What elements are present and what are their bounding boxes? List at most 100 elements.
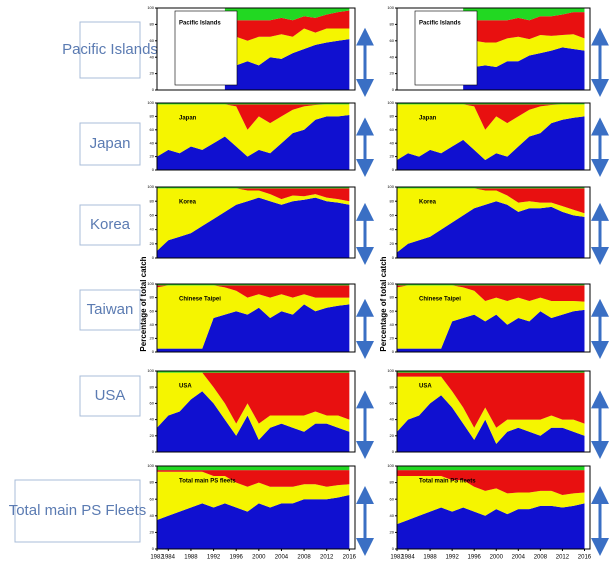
area: [157, 188, 350, 202]
area: [224, 28, 350, 66]
y-tick-label: 20: [390, 529, 395, 534]
y-tick-label: 20: [390, 71, 395, 76]
y-tick-label: 0: [392, 546, 395, 551]
y-tick-label: 100: [387, 368, 394, 373]
x-tick-label: 1984: [162, 555, 176, 561]
area: [397, 309, 585, 352]
x-tick-label: 1982: [390, 555, 404, 561]
x-tick-label: 2012: [556, 555, 570, 561]
y-tick-label: 0: [152, 255, 155, 260]
x-tick-label: 1992: [445, 555, 459, 561]
area: [157, 391, 350, 452]
y-tick-label: 100: [147, 184, 154, 189]
y-tick-label: 100: [147, 5, 154, 10]
area: [157, 197, 350, 258]
x-tick-label: 2016: [343, 555, 357, 561]
panel-title: Total main PS fleets: [179, 479, 236, 485]
area: [224, 10, 350, 41]
y-tick-label: 0: [152, 167, 155, 172]
area: [397, 372, 585, 428]
row-label-box: [14, 479, 141, 543]
x-tick-label: 1992: [207, 555, 221, 561]
y-tick-label: 80: [150, 295, 155, 300]
y-axis-label: Percentage of total catch: [139, 256, 148, 351]
plot-frame: [156, 465, 356, 550]
y-tick-label: 40: [390, 227, 395, 232]
area: [397, 503, 585, 549]
x-tick-label: 1996: [468, 555, 482, 561]
panel-title: Japan: [419, 116, 437, 122]
y-tick-label: 20: [150, 241, 155, 246]
area: [397, 188, 585, 214]
y-tick-label: 40: [150, 322, 155, 327]
y-tick-label: 100: [387, 100, 394, 105]
y-tick-label: 0: [392, 255, 395, 260]
y-tick-label: 100: [387, 281, 394, 286]
y-tick-label: 40: [390, 54, 395, 59]
plot-frame: [396, 370, 591, 453]
y-tick-label: 20: [390, 154, 395, 159]
row-label-box: [79, 375, 141, 417]
x-tick-label: 2008: [297, 555, 311, 561]
area: [157, 495, 350, 549]
area: [463, 8, 585, 21]
row-label: Japan: [90, 135, 131, 152]
panel-title: USA: [419, 384, 432, 390]
area: [157, 470, 350, 487]
area: [397, 188, 585, 253]
y-tick-label: 80: [150, 198, 155, 203]
panel-title: Japan: [179, 116, 197, 122]
row-label: Total main PS Fleets: [9, 502, 147, 519]
y-tick-label: 20: [150, 335, 155, 340]
area: [157, 466, 350, 471]
area: [157, 471, 350, 520]
panel-title: Pacific Islands: [419, 21, 461, 27]
area: [157, 304, 350, 352]
row-label-box: [79, 289, 141, 331]
y-tick-label: 60: [150, 496, 155, 501]
y-tick-label: 80: [150, 113, 155, 118]
row-label: Korea: [90, 216, 131, 233]
y-tick-label: 80: [150, 384, 155, 389]
panel-title: Korea: [179, 200, 197, 206]
panel-title: Korea: [419, 200, 437, 206]
x-tick-label: 2004: [512, 555, 526, 561]
y-tick-label: 0: [392, 449, 395, 454]
y-tick-label: 80: [390, 384, 395, 389]
y-axis-label: Percentage of total catch: [379, 256, 388, 351]
y-tick-label: 60: [150, 127, 155, 132]
x-tick-label: 2012: [320, 555, 334, 561]
y-tick-label: 80: [390, 198, 395, 203]
y-tick-label: 40: [150, 54, 155, 59]
plot-frame: [156, 7, 356, 91]
y-tick-label: 80: [150, 21, 155, 26]
area: [157, 285, 350, 349]
area: [157, 285, 350, 298]
panel-title: USA: [179, 384, 192, 390]
x-tick-label: 1988: [423, 555, 437, 561]
y-tick-label: 60: [150, 400, 155, 405]
area: [224, 8, 350, 21]
x-tick-label: 1984: [401, 555, 415, 561]
plot-frame: [396, 7, 591, 91]
y-tick-label: 100: [147, 368, 154, 373]
y-tick-label: 20: [150, 433, 155, 438]
area: [397, 201, 585, 258]
y-tick-label: 20: [390, 433, 395, 438]
y-tick-label: 60: [150, 38, 155, 43]
x-tick-label: 1996: [230, 555, 244, 561]
row-label: USA: [95, 387, 126, 404]
y-tick-label: 20: [150, 71, 155, 76]
y-tick-label: 40: [150, 417, 155, 422]
y-tick-label: 100: [147, 463, 154, 468]
y-tick-label: 40: [390, 322, 395, 327]
panel-title: Total main PS fleets: [419, 479, 476, 485]
row-label: Taiwan: [87, 301, 134, 318]
row-label-box: [79, 21, 141, 79]
row-label: Pacific Islands: [62, 41, 158, 58]
y-tick-label: 60: [390, 400, 395, 405]
area: [157, 188, 350, 251]
y-tick-label: 20: [150, 529, 155, 534]
y-tick-label: 40: [390, 140, 395, 145]
plot-frame: [156, 283, 356, 353]
